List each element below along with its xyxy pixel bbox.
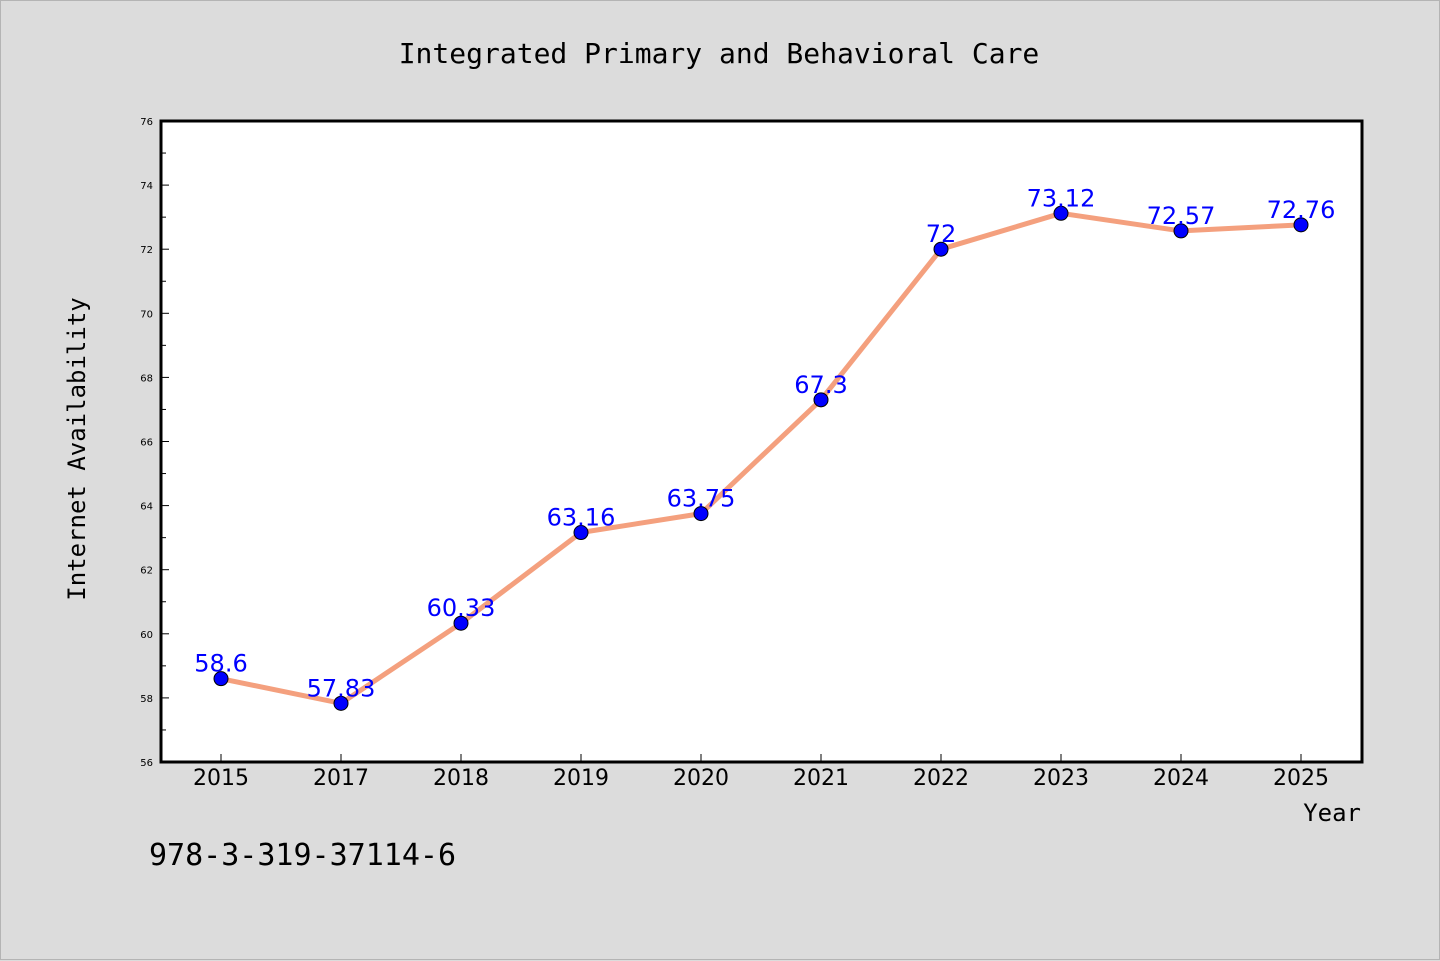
data-point bbox=[213, 671, 229, 687]
x-tick-label: 2025 bbox=[1273, 766, 1329, 791]
y-tick-label: 62 bbox=[140, 566, 153, 577]
x-tick-label: 2015 bbox=[193, 766, 249, 791]
data-point bbox=[573, 525, 589, 541]
isbn-annotation: 978-3-319-37114-6 bbox=[149, 838, 456, 873]
chart-title: Integrated Primary and Behavioral Care bbox=[399, 37, 1040, 70]
data-point bbox=[333, 695, 349, 711]
data-label: 72.76 bbox=[1267, 196, 1336, 224]
data-point bbox=[453, 615, 469, 631]
y-tick-label: 70 bbox=[140, 309, 153, 320]
x-axis-label: Year bbox=[1303, 799, 1361, 827]
data-label: 72 bbox=[926, 220, 957, 248]
y-axis-label: Internet Availability bbox=[63, 297, 91, 600]
y-axis: 56 58 60 62 64 66 68 70 72 74 76 bbox=[140, 117, 169, 769]
y-tick-label: 60 bbox=[140, 630, 153, 641]
data-point bbox=[933, 241, 949, 257]
y-tick-label: 66 bbox=[140, 438, 153, 449]
data-label: 57.83 bbox=[307, 674, 376, 702]
data-label: 72.57 bbox=[1147, 202, 1216, 230]
data-point bbox=[1293, 217, 1309, 233]
x-tick-label: 2021 bbox=[793, 766, 849, 791]
x-tick-label: 2024 bbox=[1153, 766, 1209, 791]
y-tick-label: 76 bbox=[140, 117, 153, 128]
data-labels: 58.6 57.83 60.33 63.16 63.75 67.3 72 73.12 72.57… bbox=[194, 184, 1335, 702]
data-label: 63.16 bbox=[547, 504, 616, 532]
y-tick-label: 72 bbox=[140, 245, 153, 256]
series-line-path bbox=[218, 210, 1304, 706]
x-tick-label: 2018 bbox=[433, 766, 489, 791]
data-label: 63.75 bbox=[667, 485, 736, 513]
data-point bbox=[693, 506, 709, 522]
y-tick-label: 64 bbox=[140, 502, 153, 513]
x-axis: 2015 2017 2018 2019 2020 2021 2022 2023 2024 2025 bbox=[193, 754, 1329, 791]
x-tick-label: 2023 bbox=[1033, 766, 1089, 791]
x-tick-label: 2020 bbox=[673, 766, 729, 791]
data-point bbox=[1053, 205, 1069, 221]
data-label: 73.12 bbox=[1027, 184, 1096, 212]
y-tick-label: 56 bbox=[140, 758, 153, 769]
y-tick-label: 74 bbox=[140, 181, 153, 192]
y-tick-label: 58 bbox=[140, 694, 153, 705]
data-point bbox=[813, 392, 829, 408]
x-tick-label: 2019 bbox=[553, 766, 609, 791]
data-label: 60.33 bbox=[427, 594, 496, 622]
data-label: 58.6 bbox=[194, 650, 247, 678]
x-tick-label: 2022 bbox=[913, 766, 969, 791]
data-label: 67.3 bbox=[794, 371, 847, 399]
data-point bbox=[1173, 223, 1189, 239]
y-tick-label: 68 bbox=[140, 373, 153, 384]
x-tick-label: 2017 bbox=[313, 766, 369, 791]
series-line bbox=[213, 205, 1309, 711]
